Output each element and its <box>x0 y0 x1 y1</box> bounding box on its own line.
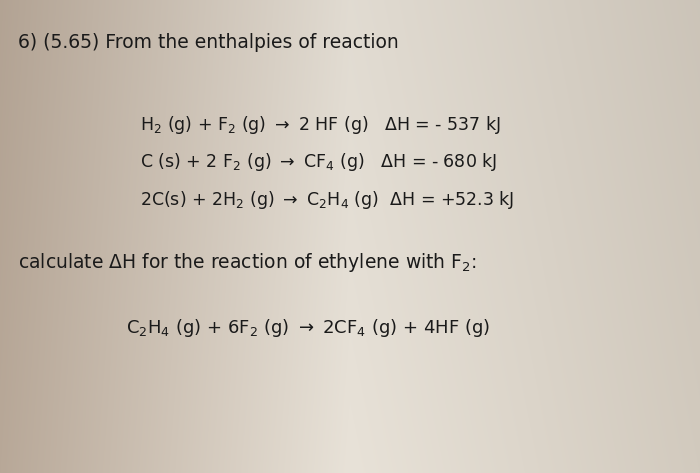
Text: calculate $\Delta$H for the reaction of ethylene with F$_2$:: calculate $\Delta$H for the reaction of … <box>18 251 476 274</box>
Text: 2C(s) + 2H$_2$ (g) $\rightarrow$ C$_2$H$_4$ (g)  $\Delta$H = +52.3 kJ: 2C(s) + 2H$_2$ (g) $\rightarrow$ C$_2$H$… <box>140 189 514 211</box>
Text: C (s) + 2 F$_2$ (g) $\rightarrow$ CF$_4$ (g)   $\Delta$H = - 680 kJ: C (s) + 2 F$_2$ (g) $\rightarrow$ CF$_4$… <box>140 151 497 174</box>
Text: 6) (5.65) From the enthalpies of reaction: 6) (5.65) From the enthalpies of reactio… <box>18 33 398 52</box>
Text: H$_2$ (g) + F$_2$ (g) $\rightarrow$ 2 HF (g)   $\Delta$H = - 537 kJ: H$_2$ (g) + F$_2$ (g) $\rightarrow$ 2 HF… <box>140 114 501 136</box>
Text: C$_2$H$_4$ (g) + 6F$_2$ (g) $\rightarrow$ 2CF$_4$ (g) + 4HF (g): C$_2$H$_4$ (g) + 6F$_2$ (g) $\rightarrow… <box>126 317 490 339</box>
